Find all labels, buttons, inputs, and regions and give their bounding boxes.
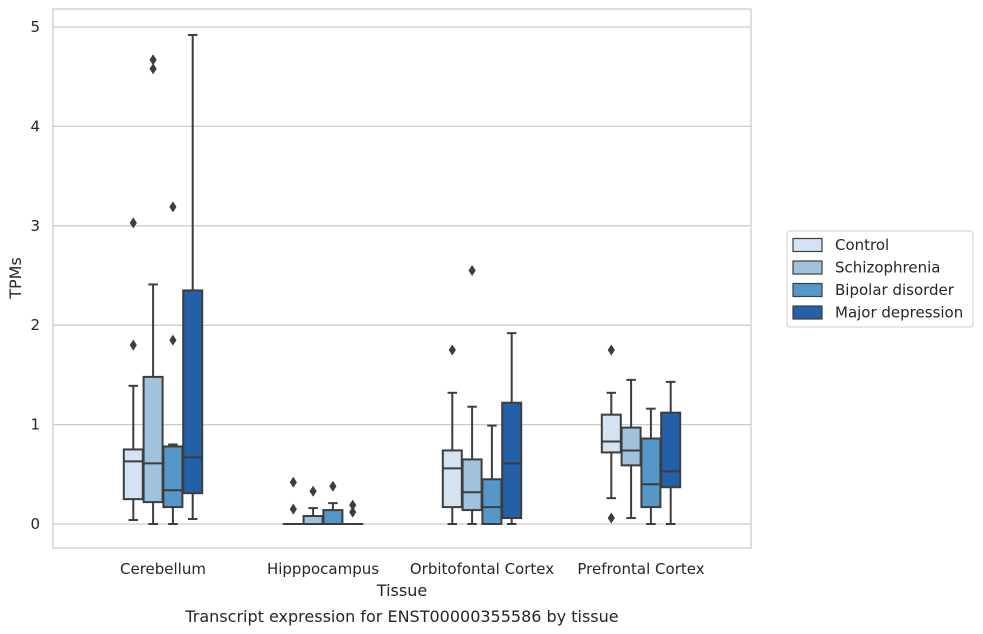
- legend-swatch: [792, 282, 823, 298]
- box-body: [302, 515, 324, 525]
- box-body: [162, 445, 184, 509]
- x-tick-label: Prefrontal Cortex: [577, 560, 704, 578]
- box-body: [322, 509, 344, 526]
- x-axis-title: Tissue: [376, 581, 427, 600]
- flier-point: [349, 506, 357, 518]
- y-tick-label: 5: [30, 18, 40, 36]
- box-body: [620, 426, 642, 467]
- y-tick-labels: 0 1 2 3 4 5: [30, 18, 40, 533]
- legend-swatch: [792, 237, 823, 253]
- x-tick-label: Cerebellum: [120, 560, 206, 578]
- box-3-0: [600, 344, 622, 524]
- box-2-1: [461, 265, 483, 525]
- box-body: [501, 401, 523, 520]
- legend-label: Schizophrenia: [835, 259, 940, 277]
- legend-label: Bipolar disorder: [835, 281, 955, 299]
- box-1-3: [342, 499, 364, 526]
- box-body: [122, 448, 144, 501]
- box-1-2: [322, 480, 344, 526]
- box-0-1: [142, 54, 164, 525]
- flier-point: [309, 485, 317, 497]
- flier-point: [289, 503, 297, 515]
- box-2-3: [501, 332, 523, 525]
- legend-swatch: [792, 305, 823, 320]
- box-3-1: [620, 378, 642, 520]
- x-tick-label: Orbitofontal Cortex: [410, 560, 554, 578]
- box-series-group: [122, 33, 682, 526]
- box-3-2: [640, 407, 662, 525]
- box-1-0: [282, 476, 304, 526]
- box-body: [600, 413, 622, 454]
- plot-frame: [52, 8, 752, 549]
- box-body: [461, 458, 483, 512]
- flier-point: [129, 217, 137, 229]
- box-body: [660, 411, 682, 489]
- box-body: [481, 478, 503, 525]
- x-tick-label: Hipppocampus: [267, 560, 379, 578]
- flier-point: [448, 344, 456, 356]
- legend-swatch: [792, 260, 823, 275]
- legend-frame: [786, 230, 974, 328]
- box-body: [441, 449, 463, 509]
- box-3-3: [660, 380, 682, 525]
- box-body: [142, 375, 164, 504]
- flier-point: [129, 339, 137, 351]
- box-0-3: [182, 33, 204, 521]
- flier-point: [468, 265, 476, 277]
- box-0-0: [122, 217, 144, 522]
- y-axis-title: TPMs: [6, 257, 25, 300]
- flier-point: [607, 512, 615, 524]
- x-tick-labels: Cerebellum Hipppocampus Orbitofontal Corte…: [120, 560, 705, 578]
- y-tick-label: 1: [30, 416, 40, 434]
- y-tick-label: 4: [30, 117, 40, 135]
- legend: Control Schizophrenia Bipolar disorder Majo…: [786, 230, 974, 328]
- chart-caption: Transcript expression for ENST0000035558…: [184, 607, 618, 626]
- flier-point: [289, 476, 297, 488]
- flier-point: [149, 54, 157, 66]
- y-tick-label: 0: [30, 515, 40, 533]
- box-body: [640, 437, 662, 509]
- y-tick-label: 3: [30, 217, 40, 235]
- y-tick-label: 2: [30, 316, 40, 334]
- legend-label: Control: [835, 236, 889, 254]
- box-2-2: [481, 424, 503, 525]
- box-body: [182, 289, 204, 495]
- gridlines: [53, 26, 751, 525]
- flier-point: [169, 201, 177, 213]
- flier-point: [149, 63, 157, 75]
- box-0-2: [162, 201, 184, 525]
- flier-point: [329, 480, 337, 492]
- box-1-1: [302, 485, 324, 525]
- flier-point: [349, 499, 357, 511]
- flier-point: [169, 334, 177, 346]
- legend-label: Major depression: [835, 304, 963, 322]
- box-2-0: [441, 344, 463, 525]
- flier-point: [607, 344, 615, 356]
